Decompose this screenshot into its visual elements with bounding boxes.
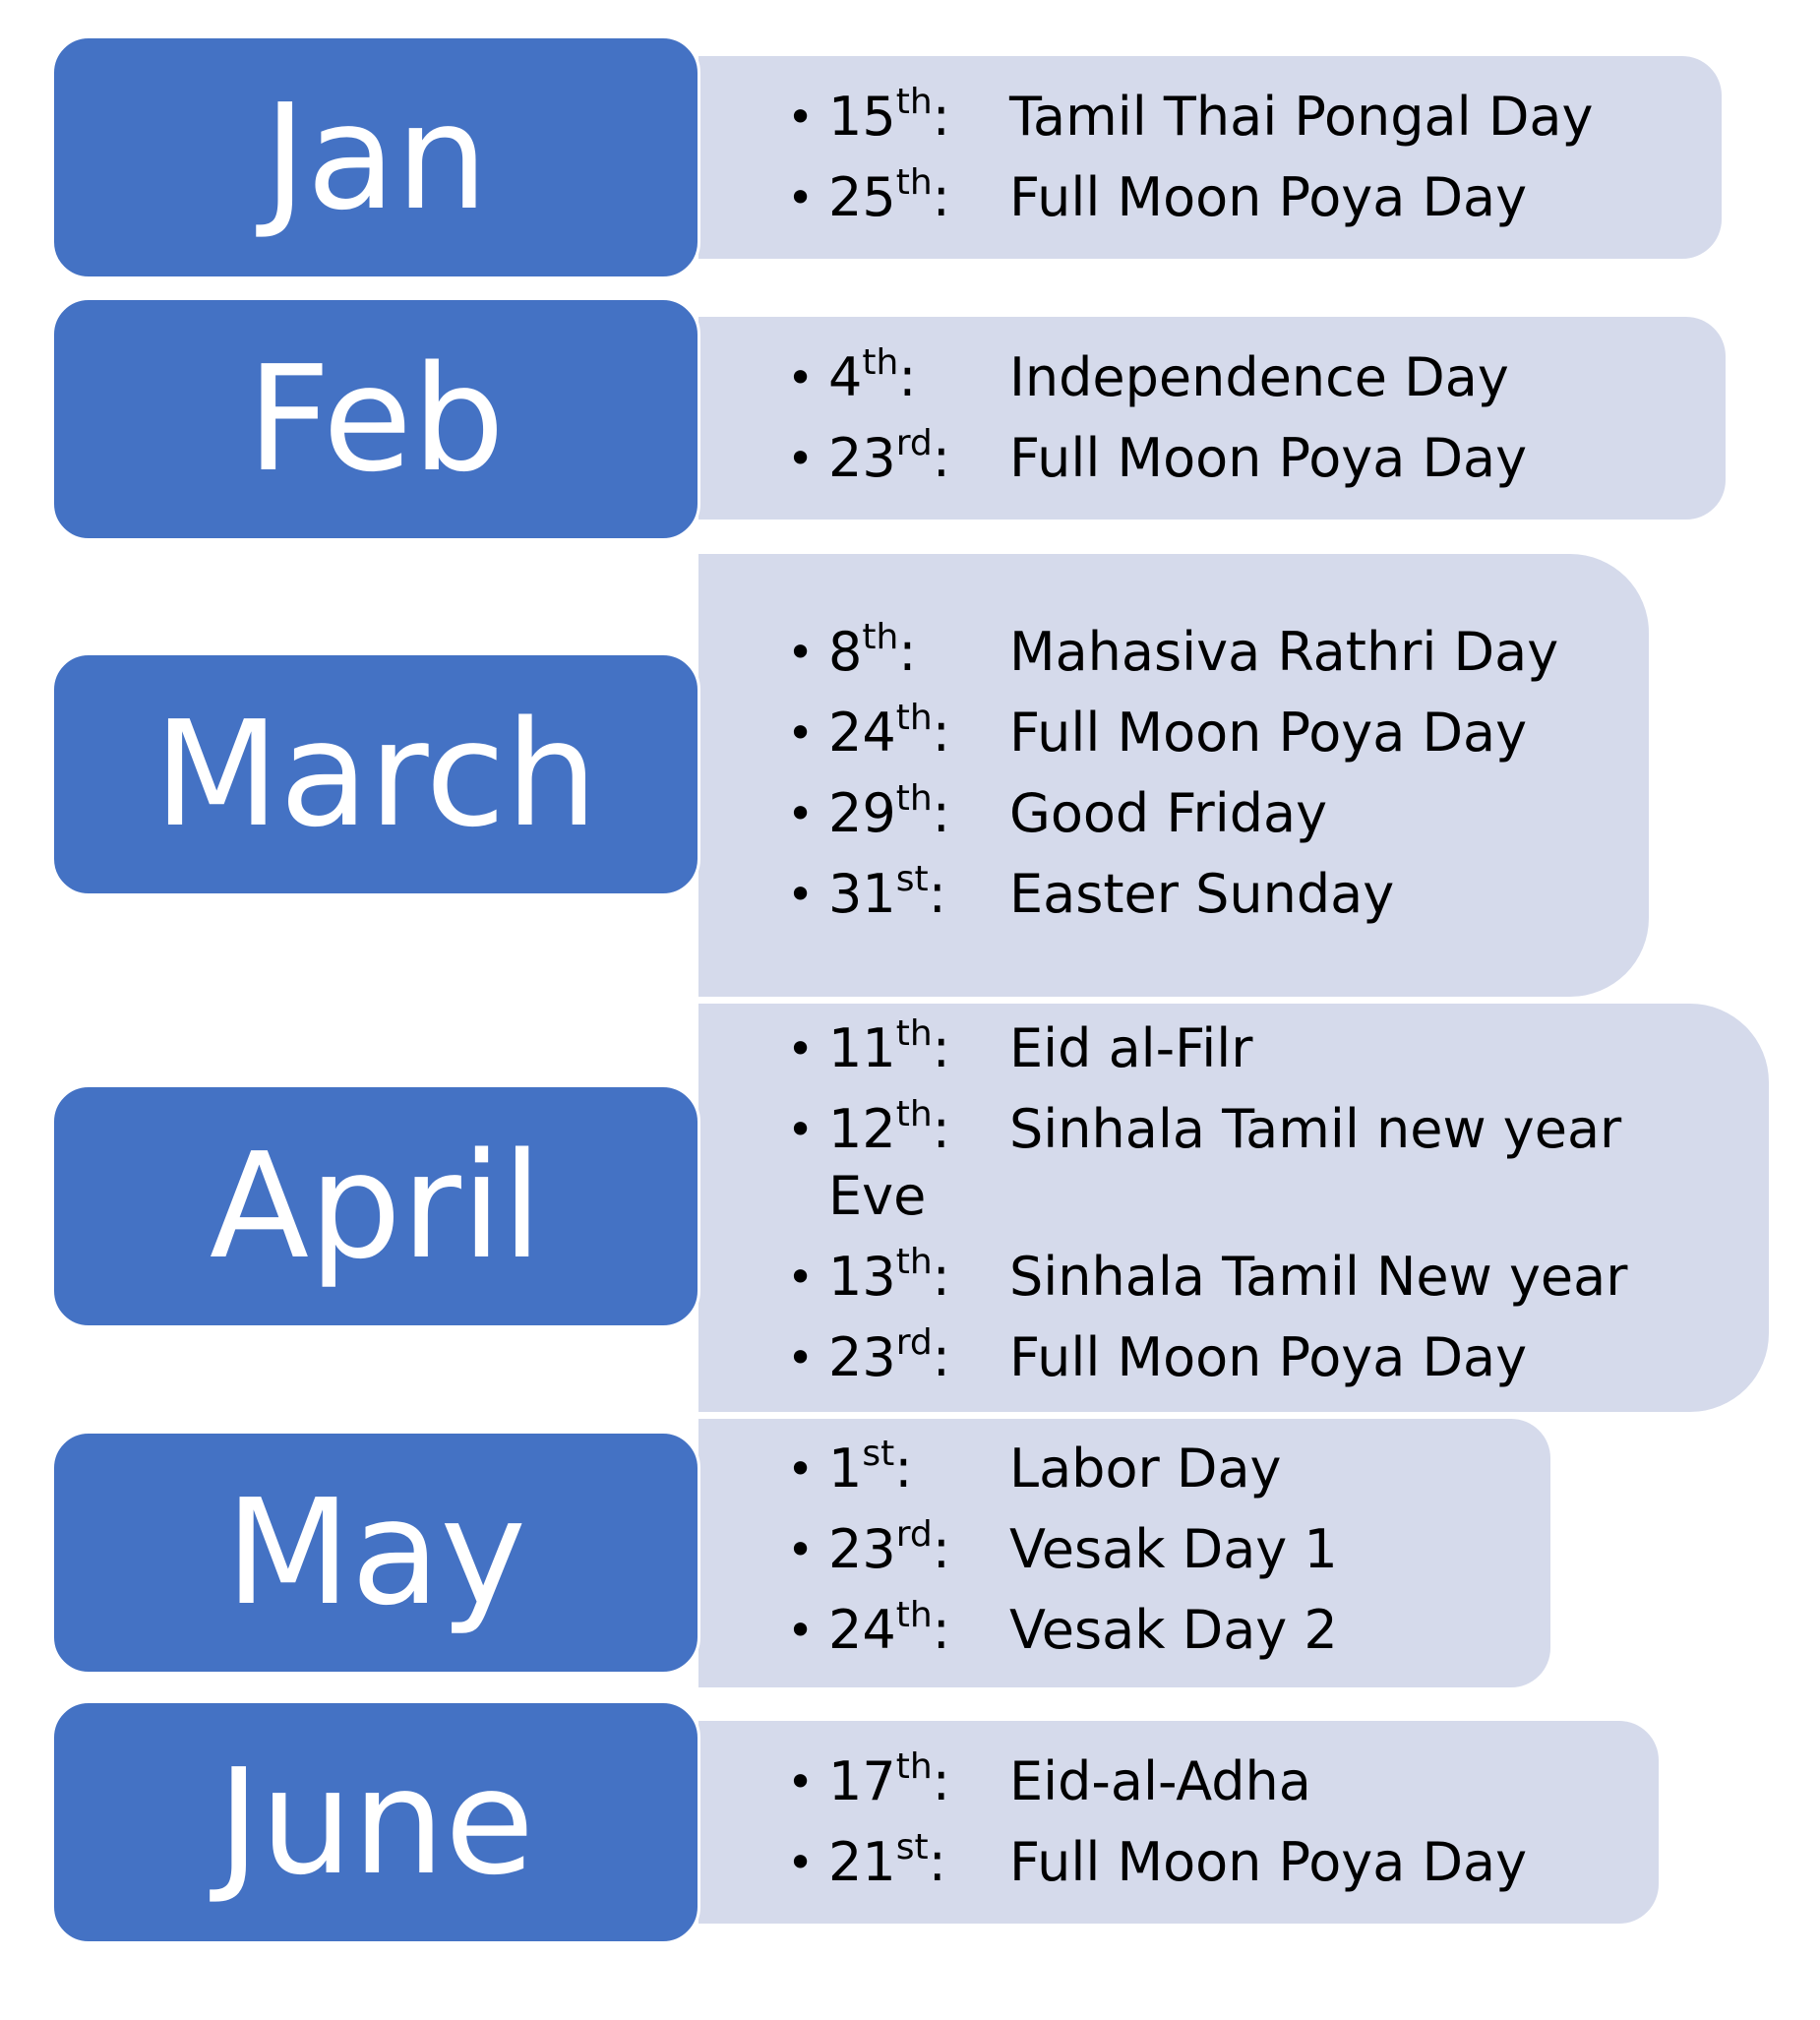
bullet-icon: • xyxy=(787,1251,815,1304)
events-panel-march xyxy=(698,554,1649,997)
event-continuation: Eve xyxy=(828,1165,927,1227)
event-date: 13th: xyxy=(828,1242,950,1309)
event-name: Full Moon Poya Day xyxy=(1009,1831,1528,1893)
bullet-icon: • xyxy=(787,626,815,679)
event-name: Mahasiva Rathri Day xyxy=(1009,621,1559,683)
event-name: Independence Day xyxy=(1009,346,1509,408)
event-date: 23rd: xyxy=(828,1514,950,1581)
bullet-icon: • xyxy=(787,351,815,404)
event-date: 21st: xyxy=(828,1827,946,1894)
events-panel-april xyxy=(698,1004,1769,1412)
events-panel-may xyxy=(698,1419,1550,1687)
event-date: 4th: xyxy=(828,342,917,409)
events-panel-june xyxy=(698,1721,1659,1924)
event-date: 12th: xyxy=(828,1094,950,1161)
bullet-icon: • xyxy=(787,1442,815,1496)
bullet-icon: • xyxy=(787,1103,815,1156)
event-name: Full Moon Poya Day xyxy=(1009,702,1528,764)
event-name: Good Friday xyxy=(1009,782,1328,844)
bullet-icon: • xyxy=(787,787,815,840)
event-name: Sinhala Tamil New year xyxy=(1009,1246,1628,1308)
event-name: Easter Sunday xyxy=(1009,863,1395,925)
bullet-icon: • xyxy=(787,1604,815,1657)
event-name: Full Moon Poya Day xyxy=(1009,427,1528,489)
event-name: Full Moon Poya Day xyxy=(1009,166,1528,228)
event-date: 31st: xyxy=(828,859,946,926)
month-tab-april: April xyxy=(51,1084,700,1328)
bullet-icon: • xyxy=(787,432,815,485)
event-name: Full Moon Poya Day xyxy=(1009,1326,1528,1388)
bullet-icon: • xyxy=(787,706,815,760)
event-date: 15th: xyxy=(828,82,950,149)
bullet-icon: • xyxy=(787,868,815,921)
bullet-icon: • xyxy=(787,1022,815,1075)
event-name: Labor Day xyxy=(1009,1438,1282,1500)
event-date: 1st: xyxy=(828,1434,913,1500)
month-tab-feb: Feb xyxy=(51,297,700,541)
bullet-icon: • xyxy=(787,1523,815,1576)
events-panel-jan xyxy=(698,56,1722,259)
event-name: Eid al-Filr xyxy=(1009,1017,1253,1079)
event-name: Sinhala Tamil new year xyxy=(1009,1098,1622,1160)
event-name: Vesak Day 1 xyxy=(1009,1518,1338,1580)
event-date: 17th: xyxy=(828,1746,950,1813)
bullet-icon: • xyxy=(787,91,815,144)
month-tab-june: June xyxy=(51,1700,700,1944)
month-tab-may: May xyxy=(51,1431,700,1675)
events-panel-feb xyxy=(698,317,1726,520)
event-date: 25th: xyxy=(828,162,950,229)
event-name: Vesak Day 2 xyxy=(1009,1599,1338,1661)
event-date: 8th: xyxy=(828,617,917,684)
event-date: 23rd: xyxy=(828,1322,950,1389)
event-date: 29th: xyxy=(828,778,950,845)
month-tab-jan: Jan xyxy=(51,35,700,279)
event-name: Eid-al-Adha xyxy=(1009,1750,1311,1812)
event-date: 24th: xyxy=(828,1595,950,1662)
bullet-icon: • xyxy=(787,171,815,224)
event-name: Tamil Thai Pongal Day xyxy=(1009,86,1594,148)
event-date: 23rd: xyxy=(828,423,950,490)
bullet-icon: • xyxy=(787,1836,815,1889)
event-date: 11th: xyxy=(828,1013,950,1080)
bullet-icon: • xyxy=(787,1755,815,1808)
event-date: 24th: xyxy=(828,698,950,765)
month-tab-march: March xyxy=(51,652,700,896)
bullet-icon: • xyxy=(787,1331,815,1384)
